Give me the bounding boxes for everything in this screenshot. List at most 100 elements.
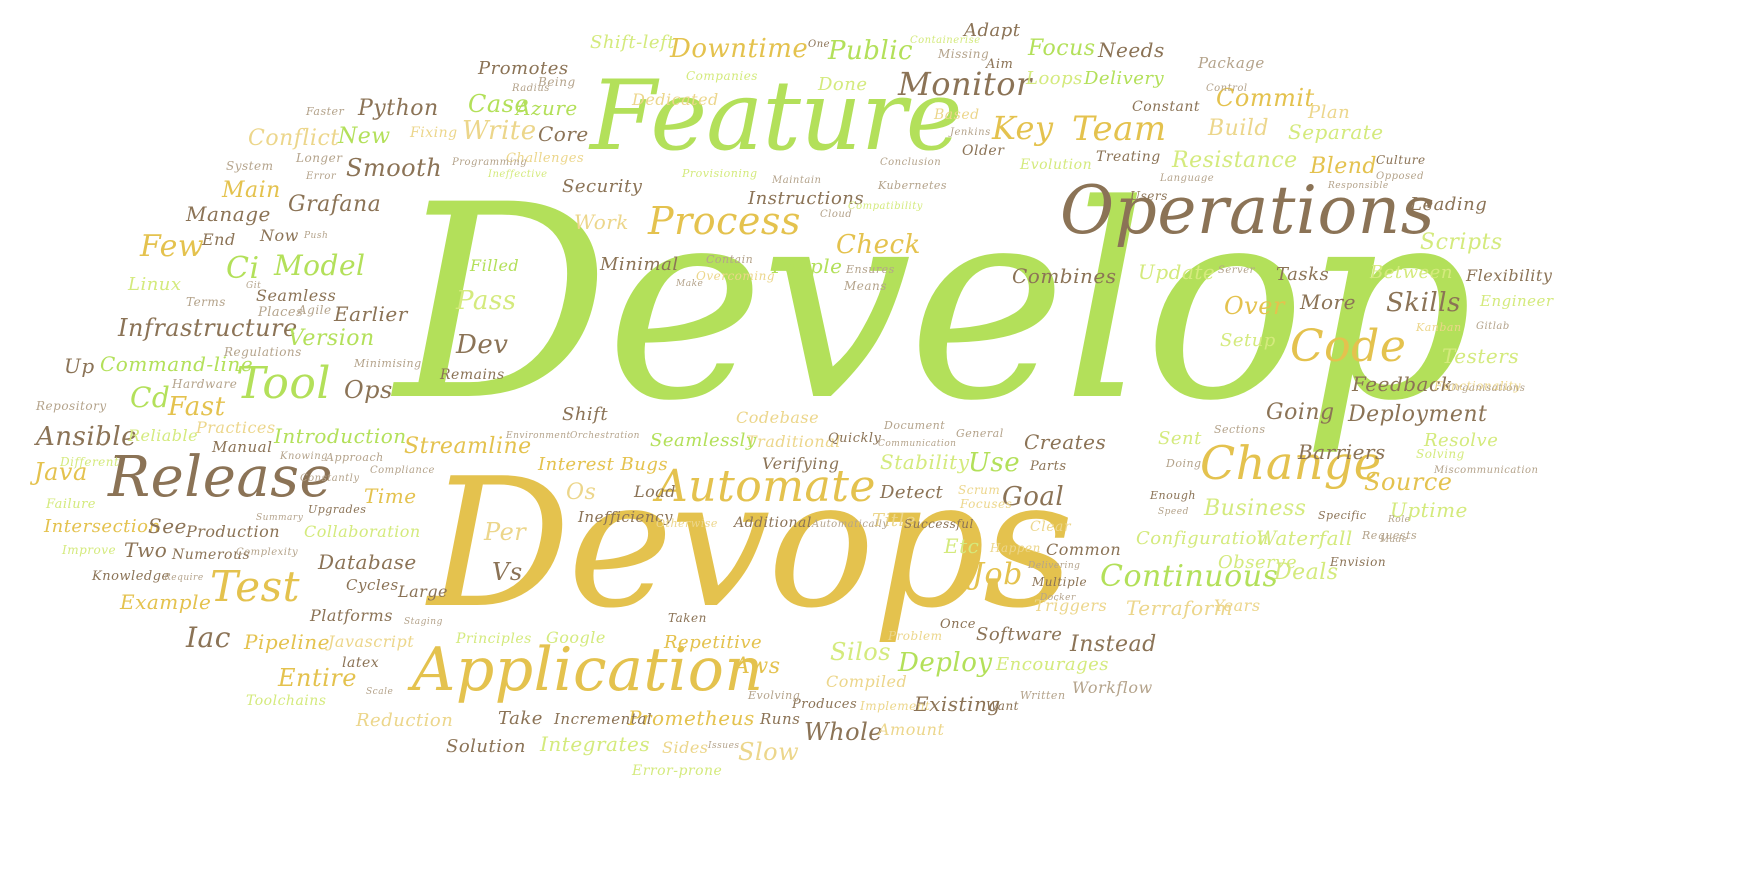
word-general: General — [956, 427, 1004, 440]
word-grafana: Grafana — [288, 192, 382, 217]
word-google: Google — [546, 628, 606, 647]
word-solution: Solution — [446, 736, 526, 757]
word-knowing: Knowing — [280, 451, 329, 462]
word-ineffective: Ineffective — [488, 169, 548, 180]
word-people: People — [772, 254, 843, 278]
word-separate: Separate — [1288, 120, 1384, 144]
word-smooth: Smooth — [346, 154, 443, 182]
word-principles: Principles — [456, 631, 532, 647]
word-blend: Blend — [1310, 154, 1377, 179]
word-latex: latex — [342, 655, 380, 671]
word-software: Software — [976, 624, 1063, 645]
word-monitor: Monitor — [898, 65, 1032, 103]
word-tool: Tool — [236, 358, 331, 409]
word-clear: Clear — [1030, 519, 1072, 535]
word-reliable: Reliable — [128, 426, 199, 445]
word-miscommunication: Miscommunication — [1434, 465, 1539, 476]
word-sides: Sides — [662, 738, 709, 757]
word-compiled: Compiled — [826, 672, 908, 691]
word-sent: Sent — [1158, 428, 1202, 449]
word-per: Per — [484, 518, 527, 546]
word-once: Once — [940, 617, 977, 632]
word-infrastructure: Infrastructure — [118, 314, 298, 342]
word-work: Work — [574, 210, 629, 234]
word-language: Language — [1160, 173, 1215, 184]
word-whole: Whole — [804, 718, 883, 746]
word-users: Users — [1130, 189, 1168, 203]
word-process: Process — [648, 199, 801, 243]
word-functionality: Functionality — [1434, 379, 1522, 393]
word-ci: Ci — [226, 251, 260, 286]
word-one: One — [808, 39, 831, 50]
word-source: Source — [1364, 468, 1453, 496]
word-tasks: Tasks — [1276, 264, 1330, 285]
word-evolving: Evolving — [748, 689, 801, 702]
word-doing: Doing — [1166, 457, 1202, 470]
word-radius: Radius — [512, 83, 550, 94]
word-produces: Produces — [792, 697, 858, 712]
word-incremental: Incremental — [554, 710, 653, 728]
word-ansible: Ansible — [36, 422, 138, 452]
word-server: Server — [1218, 265, 1255, 276]
word-taken: Taken — [668, 611, 707, 625]
word-dev: Dev — [456, 330, 509, 360]
word-numerous: Numerous — [172, 547, 251, 563]
word-filled: Filled — [470, 256, 520, 275]
word-devops: Devops — [428, 440, 1074, 647]
word-jenkins: Jenkins — [950, 127, 991, 138]
word-flexibility: Flexibility — [1466, 266, 1553, 285]
word-compliance: Compliance — [370, 465, 435, 476]
word-inefficiency: Inefficiency — [578, 508, 673, 526]
word-longer: Longer — [296, 151, 343, 165]
word-deploy: Deploy — [898, 648, 993, 678]
word-build: Build — [1208, 116, 1269, 141]
word-title: Title — [872, 510, 916, 531]
word-use: Use — [968, 448, 1021, 478]
word-maintain: Maintain — [772, 175, 822, 186]
word-cloud: Cloud — [820, 209, 853, 220]
word-slow: Slow — [738, 738, 800, 766]
word-observe: Observe — [1218, 552, 1298, 573]
word-quickly: Quickly — [828, 431, 882, 446]
word-reduction: Reduction — [356, 710, 454, 731]
word-triggers: Triggers — [1034, 596, 1108, 615]
word-uptime: Uptime — [1390, 498, 1468, 522]
word-places: Places — [258, 305, 304, 320]
word-companies: Companies — [686, 69, 758, 83]
word-application: Application — [412, 635, 764, 705]
word-leading: Leading — [1410, 194, 1488, 215]
word-culture: Culture — [1376, 153, 1426, 167]
word-responsible: Responsible — [1328, 181, 1389, 191]
word-resistance: Resistance — [1172, 148, 1298, 173]
word-version: Version — [288, 326, 375, 351]
word-cd: Cd — [130, 381, 171, 414]
word-goal: Goal — [1002, 482, 1065, 512]
word-repetitive: Repetitive — [664, 632, 763, 653]
word-gitlab: Gitlab — [1476, 321, 1510, 332]
word-intersection: Intersection — [44, 516, 161, 537]
word-conclusion: Conclusion — [880, 157, 942, 168]
word-collaboration: Collaboration — [304, 522, 421, 541]
word-challenges: Challenges — [506, 151, 585, 166]
word-fast: Fast — [168, 392, 226, 422]
word-two: Two — [124, 538, 168, 562]
word-improve: Improve — [62, 543, 117, 557]
word-push: Push — [304, 231, 329, 241]
word-ensures: Ensures — [846, 263, 895, 276]
word-contain: Contain — [706, 253, 754, 266]
word-streamline: Streamline — [404, 434, 532, 459]
word-amount: Amount — [878, 720, 945, 739]
word-skills: Skills — [1386, 288, 1461, 318]
word-feedback: Feedback — [1352, 372, 1454, 396]
word-entire: Entire — [278, 664, 357, 692]
word-setup: Setup — [1220, 330, 1276, 351]
word-repository: Repository — [36, 399, 107, 413]
word-integrates: Integrates — [540, 732, 651, 756]
word-fixing: Fixing — [410, 125, 458, 141]
word-focuses: Focuses — [960, 497, 1013, 511]
word-ops: Ops — [344, 376, 393, 404]
word-job: Job — [972, 557, 1023, 592]
word-security: Security — [562, 176, 643, 197]
word-aim: Aim — [986, 57, 1014, 72]
word-means: Means — [844, 279, 887, 293]
